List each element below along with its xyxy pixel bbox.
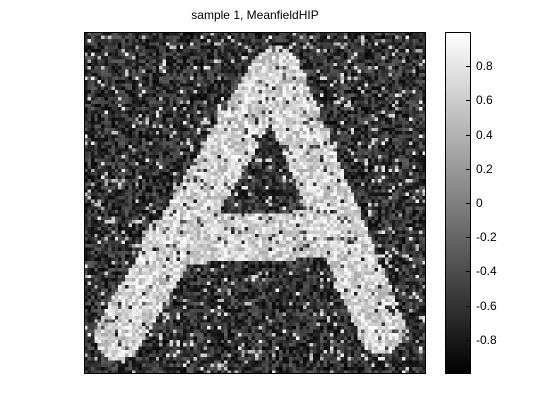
colorbar-tick-label: -0.8 bbox=[476, 333, 497, 347]
colorbar-tick-mark bbox=[466, 135, 470, 136]
chart-title: sample 1, MeanfieldHIP bbox=[191, 8, 319, 22]
colorbar-tick-mark bbox=[466, 340, 470, 341]
colorbar-tick-label: -0.6 bbox=[476, 299, 497, 313]
colorbar-tick-label: 0 bbox=[476, 196, 483, 210]
colorbar-tick-mark bbox=[466, 100, 470, 101]
colorbar-tick-label: 0.8 bbox=[476, 59, 493, 73]
colorbar-tick-mark bbox=[466, 169, 470, 170]
colorbar-tick-label: 0.2 bbox=[476, 162, 493, 176]
heatmap-image bbox=[84, 32, 426, 374]
colorbar-tick-label: 0.6 bbox=[476, 93, 493, 107]
colorbar-tick-label: -0.2 bbox=[476, 230, 497, 244]
colorbar-tick-mark bbox=[466, 306, 470, 307]
colorbar-tick-mark bbox=[466, 271, 470, 272]
colorbar-tick-mark bbox=[466, 66, 470, 67]
colorbar-tick-mark bbox=[466, 203, 470, 204]
colorbar-tick-label: -0.4 bbox=[476, 264, 497, 278]
colorbar-tick-mark bbox=[466, 237, 470, 238]
colorbar-tick-label: 0.4 bbox=[476, 128, 493, 142]
